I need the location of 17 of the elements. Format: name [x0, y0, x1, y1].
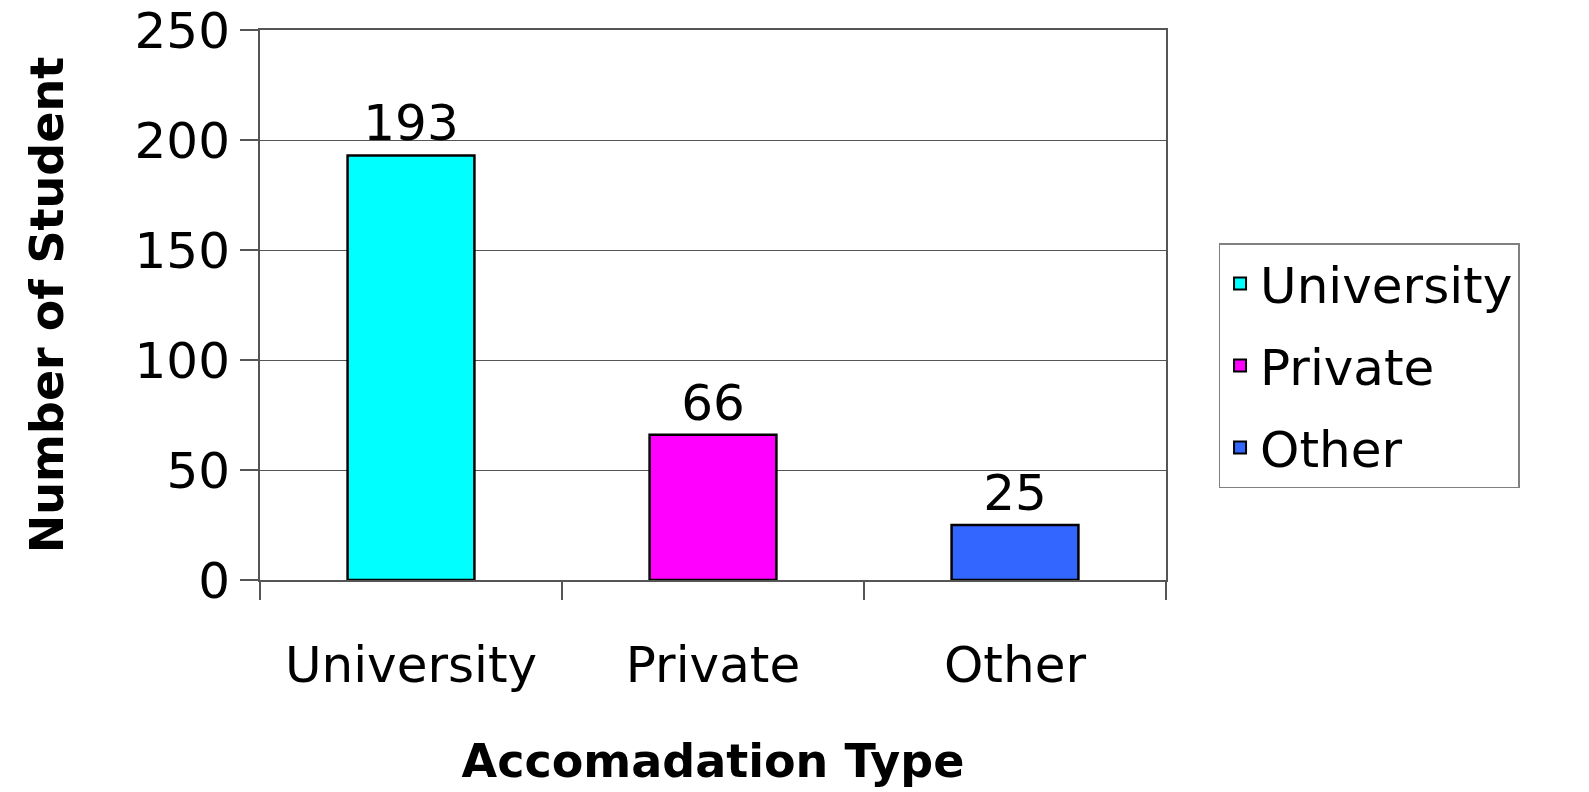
legend-label: University — [1260, 257, 1513, 315]
y-tick-label: 0 — [198, 551, 230, 610]
data-label: 193 — [363, 94, 459, 153]
y-tick-label: 100 — [134, 331, 230, 390]
legend-label: Other — [1260, 421, 1403, 479]
x-axis-title: Accomadation Type — [461, 734, 965, 789]
x-tick-label: Other — [944, 636, 1087, 694]
data-label: 25 — [983, 464, 1047, 522]
y-tick-label: 50 — [166, 441, 230, 500]
y-tick-label: 200 — [134, 111, 230, 170]
x-tick-label: University — [284, 636, 538, 694]
y-axis-title: Number of Student — [20, 56, 75, 554]
data-label: 66 — [681, 373, 745, 432]
x-tick-label: Private — [625, 636, 801, 694]
y-tick-label: 150 — [134, 221, 230, 280]
legend-label: Private — [1260, 339, 1435, 397]
y-tick-label: 250 — [134, 1, 230, 60]
